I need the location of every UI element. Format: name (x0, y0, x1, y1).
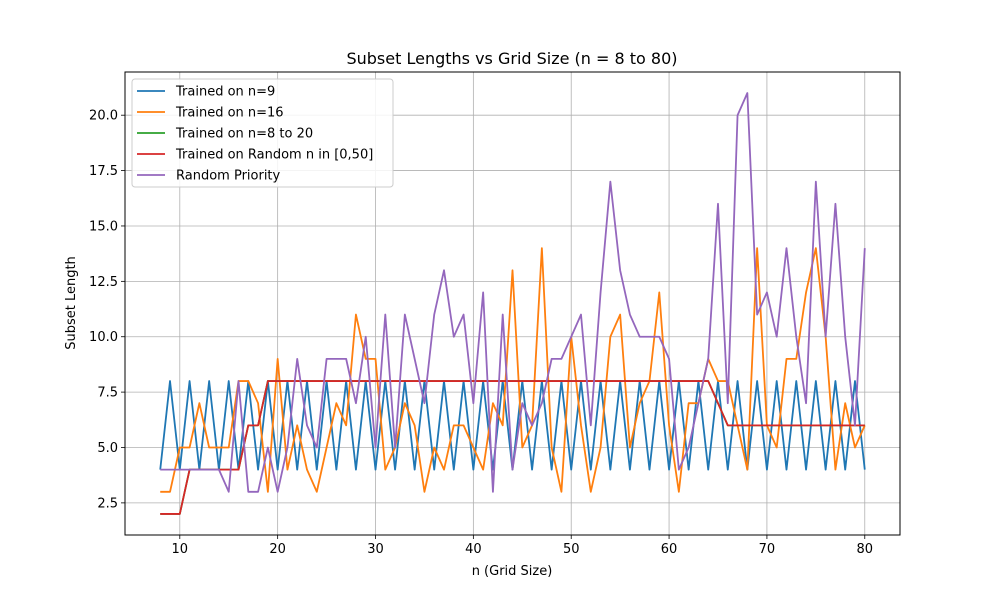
axis-ticks: 10 20 30 40 50 60 70 80 2.5 5.0 7.5 10.0 12.5 15.0 17.… (89, 109, 873, 557)
plot-frame (124, 71, 901, 536)
x-axis-title: n (Grid Size) (472, 564, 553, 579)
y-tick-label: 2.5 (97, 496, 118, 511)
legend-label-2: Trained on n=16 (175, 106, 284, 121)
legend-label-1: Trained on n=9 (175, 85, 275, 100)
y-tick-label: 20.0 (89, 109, 118, 124)
legend-label-5: Random Priority (176, 169, 281, 184)
x-tick-label: 40 (465, 542, 482, 557)
x-tick-label: 20 (269, 542, 286, 557)
series-line-4 (160, 380, 865, 515)
series-line-2 (160, 247, 866, 493)
x-tick-label: 80 (856, 542, 873, 557)
x-tick-label: 50 (563, 542, 580, 557)
y-tick-label: 5.0 (97, 441, 118, 456)
x-tick-label: 30 (367, 542, 384, 557)
y-tick-label: 10.0 (89, 330, 118, 345)
x-tick-label: 70 (759, 542, 776, 557)
legend-label-4: Trained on Random n in [0,50] (175, 148, 373, 163)
legend-box (131, 78, 394, 188)
y-tick-label: 15.0 (89, 219, 118, 234)
x-tick-label: 60 (661, 542, 678, 557)
series-line-5 (160, 92, 866, 493)
y-tick-label: 7.5 (97, 386, 118, 401)
legend: Trained on n=9 Trained on n=16 Trained on … (131, 78, 394, 188)
chart-title: Subset Lengths vs Grid Size (n = 8 to 80… (346, 49, 677, 68)
y-tick-label: 12.5 (89, 275, 118, 290)
x-tick-label: 10 (172, 542, 189, 557)
plot-lines (159, 92, 866, 515)
y-axis-title: Subset Length (64, 256, 79, 350)
y-tick-label: 17.5 (89, 164, 118, 179)
legend-label-3: Trained on n=8 to 20 (175, 127, 313, 142)
